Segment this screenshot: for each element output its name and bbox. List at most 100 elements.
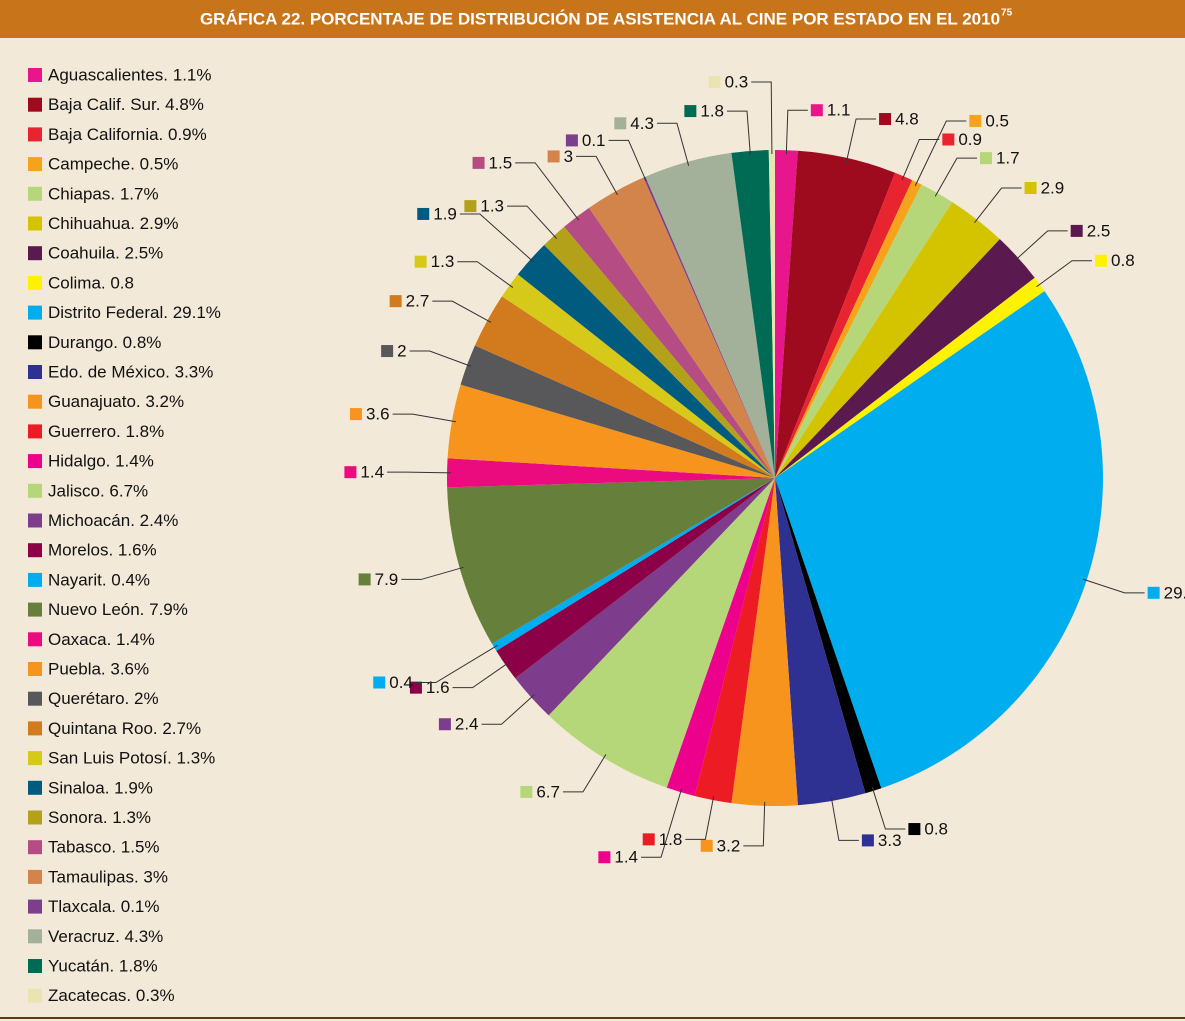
- leader-line: [871, 786, 906, 830]
- data-label: 7.9: [375, 570, 399, 589]
- label-swatch: [438, 718, 451, 731]
- title-superscript: 75: [1001, 8, 1013, 19]
- data-label: 4.8: [895, 110, 919, 129]
- label-swatch: [1095, 254, 1108, 267]
- leader-line: [830, 796, 859, 841]
- label-swatch: [409, 681, 422, 694]
- legend-label: Veracruz. 4.3%: [48, 927, 163, 946]
- leader-line: [401, 566, 464, 580]
- label-swatch: [1147, 586, 1160, 599]
- pie-slice: [775, 180, 922, 478]
- pie-slice: [731, 478, 798, 806]
- label-swatch: [614, 117, 627, 130]
- label-swatch: [520, 785, 533, 798]
- pie-slice: [775, 172, 913, 478]
- data-label: 2.4: [455, 715, 479, 734]
- label-swatch: [349, 408, 362, 421]
- label-swatch: [700, 839, 713, 852]
- label-swatch: [358, 573, 371, 586]
- data-label: 1.5: [489, 153, 513, 172]
- pie-slice: [694, 478, 775, 804]
- leader-line: [409, 350, 472, 367]
- data-label: 1.4: [360, 463, 384, 482]
- legend-swatch: [28, 602, 42, 617]
- leader-line: [934, 157, 977, 197]
- label-swatch: [417, 207, 430, 220]
- leader-line: [743, 801, 766, 847]
- legend-swatch: [28, 68, 42, 82]
- leader-line: [562, 754, 607, 793]
- chart-title: GRÁFICA 22. PORCENTAJE DE DISTRIBUCIÓN D…: [200, 9, 1000, 28]
- pie-slice: [775, 478, 866, 806]
- data-label: 0.4: [389, 673, 413, 692]
- label-swatch: [547, 150, 560, 163]
- legend-swatch: [28, 394, 42, 409]
- legend-label: Zacatecas. 0.3%: [48, 986, 175, 1005]
- label-swatch: [414, 255, 427, 268]
- pie-slice: [515, 478, 775, 716]
- label-swatch: [684, 105, 697, 118]
- legend-label: Chihuahua. 2.9%: [48, 214, 178, 233]
- legend-label: Querétaro. 2%: [48, 689, 159, 708]
- legend-label: Durango. 0.8%: [48, 333, 161, 352]
- leader-line: [727, 110, 751, 155]
- pie-slice: [775, 239, 1035, 478]
- legend-swatch: [28, 840, 42, 855]
- legend-swatch: [28, 483, 42, 498]
- pie-slice: [544, 226, 775, 478]
- legend-swatch: [28, 246, 42, 261]
- pie-slice: [768, 150, 775, 478]
- leader-line: [751, 81, 773, 155]
- leader-line: [914, 120, 967, 187]
- data-label: 29.1: [1164, 583, 1185, 602]
- label-swatch: [598, 851, 611, 864]
- label-swatch: [942, 133, 955, 146]
- data-label: 1.1: [827, 101, 851, 120]
- leader-line: [901, 138, 940, 181]
- legend-label: Tlaxcala. 0.1%: [48, 897, 160, 916]
- legend-label: Tabasco. 1.5%: [48, 838, 160, 857]
- legend-label: Hidalgo. 1.4%: [48, 452, 154, 471]
- legend-label: Guanajuato. 3.2%: [48, 392, 184, 411]
- pie-slice: [447, 458, 775, 488]
- pie-slice: [775, 202, 1000, 478]
- legend-swatch: [28, 662, 42, 676]
- data-label: 3: [564, 147, 573, 166]
- pie-slice: [775, 277, 1045, 478]
- label-swatch: [472, 156, 485, 169]
- pie-slice: [496, 478, 775, 679]
- legend-label: Michoacán. 2.4%: [48, 511, 178, 530]
- label-swatch: [1024, 182, 1037, 195]
- data-label: 1.9: [433, 204, 457, 223]
- pie-slice: [775, 291, 1103, 789]
- legend-swatch: [28, 869, 42, 884]
- legend-label: Jalisco. 6.7%: [48, 481, 148, 500]
- data-label: 1.7: [996, 149, 1020, 168]
- legend-swatch: [28, 424, 42, 439]
- data-label: 2.9: [1041, 178, 1065, 197]
- legend-label: Nuevo León. 7.9%: [48, 600, 188, 619]
- label-swatch: [969, 114, 982, 127]
- leader-line: [452, 662, 509, 689]
- leader-line: [415, 644, 498, 683]
- leader-line: [459, 213, 534, 263]
- pie-slice: [589, 177, 775, 478]
- leader-line: [785, 109, 808, 155]
- legend-label: Baja Calif. Sur. 4.8%: [48, 95, 204, 114]
- legend-label: Morelos. 1.6%: [48, 541, 157, 560]
- legend-swatch: [28, 810, 42, 825]
- legend-label: Nayarit. 0.4%: [48, 570, 150, 589]
- data-label: 1.8: [659, 830, 683, 849]
- pie-slice: [645, 152, 775, 478]
- legend-swatch: [28, 97, 42, 112]
- label-swatch: [979, 152, 992, 165]
- legend-label: Sinaloa. 1.9%: [48, 778, 153, 797]
- label-swatch: [708, 76, 721, 89]
- legend-swatch: [28, 959, 42, 973]
- legend-swatch: [28, 543, 42, 558]
- data-label: 4.3: [630, 114, 654, 133]
- legend-label: Oaxaca. 1.4%: [48, 630, 155, 649]
- legend-label: Aguascalientes. 1.1%: [48, 65, 212, 84]
- pie-slice: [517, 244, 775, 478]
